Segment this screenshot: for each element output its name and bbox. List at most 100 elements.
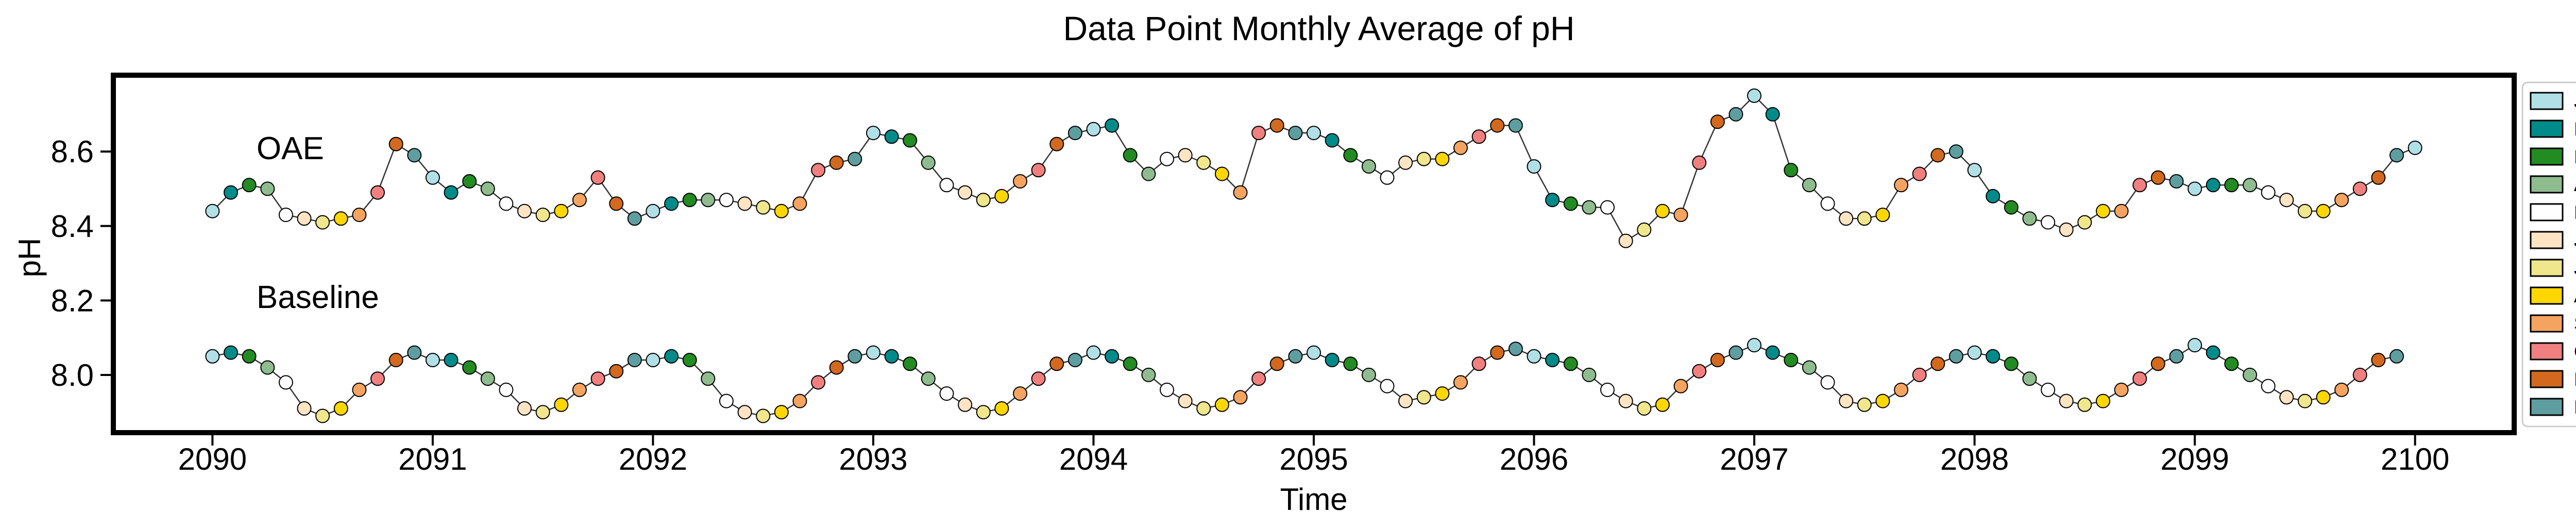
data-point-oae xyxy=(315,215,330,230)
legend-label: June xyxy=(2574,230,2576,251)
data-point-oae xyxy=(480,181,495,196)
data-point-oae xyxy=(737,196,752,211)
data-point-oae xyxy=(1655,203,1670,218)
data-point-oae xyxy=(811,163,826,178)
data-point-baseline xyxy=(1031,371,1046,386)
data-point-baseline xyxy=(994,401,1009,416)
data-point-baseline xyxy=(1141,367,1156,382)
data-point-baseline xyxy=(792,394,807,408)
chart-title: Data Point Monthly Average of pH xyxy=(1063,9,1574,47)
data-point-oae xyxy=(205,203,220,218)
data-point-oae xyxy=(425,170,440,185)
data-point-baseline xyxy=(499,382,514,397)
data-point-baseline xyxy=(1307,345,1321,360)
data-point-oae xyxy=(1948,144,1963,159)
data-point-oae xyxy=(517,203,532,218)
data-point-oae xyxy=(572,193,587,208)
data-point-oae xyxy=(829,155,844,170)
data-point-baseline xyxy=(1545,353,1560,367)
x-tick-label: 2093 xyxy=(839,442,907,476)
data-point-baseline xyxy=(2188,338,2202,353)
data-point-oae xyxy=(2004,200,2019,215)
data-point-baseline xyxy=(1380,379,1395,394)
data-point-oae xyxy=(1471,129,1486,144)
data-point-baseline xyxy=(1563,356,1578,371)
data-point-baseline xyxy=(1986,349,2001,364)
data-point-oae xyxy=(1361,159,1376,174)
data-point-oae xyxy=(939,178,954,193)
data-point-baseline xyxy=(444,353,459,367)
data-point-oae xyxy=(2334,193,2349,208)
data-point-baseline xyxy=(1655,397,1670,412)
data-point-baseline xyxy=(535,405,550,420)
y-axis: 8.0 8.2 8.4 8.6 xyxy=(51,134,111,392)
data-point-oae xyxy=(535,208,550,223)
series-layer xyxy=(205,88,2422,423)
data-point-baseline xyxy=(1453,375,1468,390)
legend-swatch xyxy=(2530,231,2564,249)
data-point-baseline xyxy=(297,401,312,416)
data-point-baseline xyxy=(2297,394,2312,408)
data-point-oae xyxy=(1967,163,1982,178)
x-axis-label: Time xyxy=(1280,482,1347,517)
data-point-oae xyxy=(370,185,385,200)
x-tick-label: 2091 xyxy=(398,442,467,476)
data-point-oae xyxy=(2114,203,2129,218)
data-point-oae xyxy=(2022,211,2037,226)
data-point-baseline xyxy=(517,401,532,416)
data-point-baseline xyxy=(462,360,477,375)
data-point-oae xyxy=(1233,185,1248,200)
x-tick-label: 2100 xyxy=(2381,442,2449,476)
data-point-oae xyxy=(774,203,789,218)
data-point-baseline xyxy=(884,349,899,364)
data-point-oae xyxy=(1380,170,1395,185)
legend-label: Aug xyxy=(2574,285,2576,306)
x-tick-label: 2095 xyxy=(1279,442,1348,476)
data-point-baseline xyxy=(205,349,220,364)
data-point-oae xyxy=(1618,233,1633,248)
data-point-baseline xyxy=(829,360,844,375)
data-point-baseline xyxy=(480,371,495,386)
data-point-baseline xyxy=(774,405,789,420)
data-point-oae xyxy=(2316,203,2331,218)
data-point-oae xyxy=(1857,211,1872,226)
data-point-oae xyxy=(499,196,514,211)
data-point-baseline xyxy=(664,349,679,364)
legend-swatch xyxy=(2530,342,2564,361)
data-point-baseline xyxy=(1490,345,1505,360)
data-point-baseline xyxy=(976,405,991,420)
data-point-oae xyxy=(554,203,569,218)
data-point-oae xyxy=(1178,148,1193,163)
data-point-oae xyxy=(1086,122,1101,136)
data-point-oae xyxy=(1105,118,1120,133)
data-point-oae xyxy=(1307,126,1321,141)
x-tick-label: 2094 xyxy=(1059,442,1128,476)
data-point-oae xyxy=(2352,181,2367,196)
data-point-oae xyxy=(792,196,807,211)
data-point-oae xyxy=(1453,141,1468,155)
data-point-oae xyxy=(1251,126,1266,141)
data-point-oae xyxy=(2279,193,2294,208)
data-point-baseline xyxy=(1765,345,1780,360)
data-point-oae xyxy=(1600,200,1615,215)
data-point-baseline xyxy=(719,394,734,408)
data-point-oae xyxy=(590,170,605,185)
data-point-oae xyxy=(1049,136,1064,151)
legend-swatch xyxy=(2530,370,2564,388)
data-point-oae xyxy=(1710,114,1725,129)
data-point-baseline xyxy=(1673,379,1688,394)
data-point-baseline xyxy=(1930,356,1945,371)
data-point-baseline xyxy=(1710,353,1725,367)
data-point-baseline xyxy=(590,371,605,386)
data-point-baseline xyxy=(682,353,697,367)
data-point-baseline xyxy=(2022,371,2037,386)
data-point-baseline xyxy=(848,349,862,364)
data-point-baseline xyxy=(1820,375,1835,390)
data-point-oae xyxy=(2096,203,2110,218)
data-point-baseline xyxy=(425,353,440,367)
data-point-baseline xyxy=(1875,394,1890,408)
y-tick-label: 8.6 xyxy=(51,134,94,169)
data-point-baseline xyxy=(1269,356,1284,371)
data-point-baseline xyxy=(2004,356,2019,371)
legend-swatch xyxy=(2530,398,2564,416)
